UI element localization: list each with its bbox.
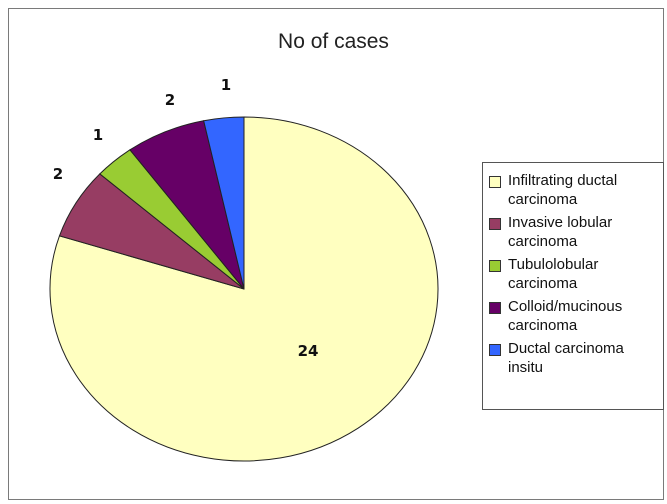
data-label-2: 2: [53, 165, 63, 183]
legend-swatch: [489, 302, 501, 314]
data-label-5: 1: [221, 76, 231, 94]
legend-label: Colloid/mucinous carcinoma: [508, 298, 623, 334]
legend-swatch: [489, 218, 501, 230]
legend-item-5: Ductal carcinoma insitu: [489, 339, 663, 377]
legend-label: Infiltrating ductal carcinoma: [508, 172, 618, 208]
data-label-3: 1: [93, 126, 103, 144]
data-label-1: 24: [298, 342, 319, 360]
legend-item-3: Tubulolobular carcinoma: [489, 255, 663, 293]
legend-label: Ductal carcinoma insitu: [508, 340, 624, 376]
chart-title: No of cases: [278, 30, 389, 53]
legend-item-1: Infiltrating ductal carcinoma: [489, 171, 663, 209]
data-label-4: 2: [165, 91, 175, 109]
legend-swatch: [489, 344, 501, 356]
legend-label: Invasive lobular carcinoma: [508, 214, 613, 250]
legend-item-4: Colloid/mucinous carcinoma: [489, 297, 663, 335]
legend-label: Tubulolobular carcinoma: [508, 256, 599, 292]
legend: Infiltrating ductal carcinoma Invasive lo…: [482, 162, 664, 410]
legend-swatch: [489, 260, 501, 272]
pie-slice-5: [203, 116, 245, 290]
legend-swatch: [489, 176, 501, 188]
legend-item-2: Invasive lobular carcinoma: [489, 213, 663, 251]
